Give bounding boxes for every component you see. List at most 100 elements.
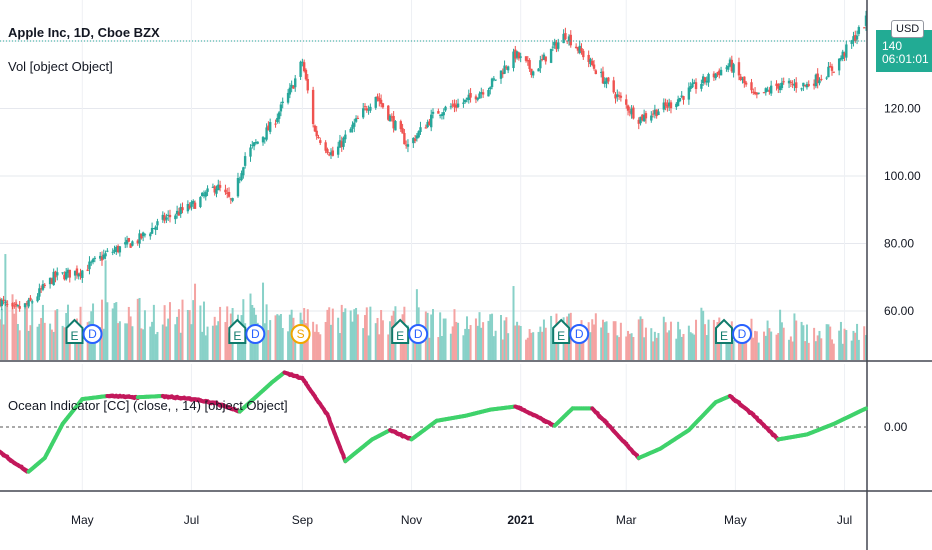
volume-bar <box>807 342 810 360</box>
volume-bar <box>856 323 859 360</box>
candle-body <box>718 70 721 76</box>
candle-body <box>789 81 793 83</box>
candle <box>777 83 780 94</box>
candle <box>90 260 93 266</box>
candle-body <box>68 269 71 278</box>
candle-body <box>113 249 116 252</box>
volume-bar <box>202 301 205 360</box>
candle <box>494 79 497 81</box>
candle-body <box>251 144 254 146</box>
candle <box>215 185 218 198</box>
candle <box>430 109 433 132</box>
candle <box>467 89 470 104</box>
candle-body <box>340 141 343 148</box>
volume-bar <box>168 302 171 360</box>
candle-body <box>106 250 109 252</box>
candle <box>156 218 159 230</box>
candle <box>456 98 460 109</box>
candle <box>336 141 340 158</box>
candle <box>628 106 632 117</box>
candle <box>163 212 166 224</box>
candle-body <box>0 299 3 307</box>
volume-bar <box>605 321 608 360</box>
candle-body <box>204 192 207 197</box>
candle <box>240 170 243 182</box>
candle-body <box>140 233 143 239</box>
candle-body <box>691 83 694 88</box>
candle <box>753 87 757 96</box>
volume-bar <box>857 339 860 360</box>
countdown-value: 06:01:01 <box>882 52 929 66</box>
candle <box>61 272 64 275</box>
volume-bar <box>328 307 331 360</box>
volume-bar <box>678 329 681 360</box>
candle <box>299 60 302 80</box>
candle <box>324 140 327 154</box>
candle-body <box>814 74 818 87</box>
volume-bar <box>705 335 708 360</box>
candle <box>744 80 748 87</box>
candle-body <box>376 96 379 99</box>
volume-bar <box>204 335 207 360</box>
candle-body <box>755 92 759 95</box>
volume-bar <box>832 343 835 360</box>
volume-bar <box>428 337 431 360</box>
candle-body <box>682 96 685 100</box>
candle-body <box>268 122 272 132</box>
candle-body <box>492 78 496 80</box>
volume-bar <box>224 322 227 360</box>
candle-body <box>428 121 431 125</box>
volume-bar <box>643 337 646 360</box>
volume-bar <box>464 328 467 360</box>
candle-body <box>855 35 859 40</box>
time-tick-label: Sep <box>292 513 314 527</box>
candle <box>387 105 390 122</box>
candle-body <box>91 259 95 263</box>
candle <box>569 30 572 48</box>
candle-body <box>349 128 352 133</box>
candle <box>276 113 279 124</box>
time-tick-label: May <box>71 513 94 527</box>
currency-button[interactable]: USD <box>891 20 925 38</box>
candle-body <box>732 64 735 73</box>
candle-body <box>23 303 27 307</box>
candle <box>814 73 818 89</box>
candle <box>651 110 655 118</box>
candle <box>845 41 848 61</box>
candle-body <box>481 92 485 95</box>
candle <box>161 211 165 223</box>
candle <box>855 30 859 45</box>
volume-bar <box>312 321 315 360</box>
candle-body <box>374 96 377 108</box>
candle-body <box>743 76 746 84</box>
volume-bar <box>40 317 43 360</box>
candle <box>374 96 377 110</box>
volume-bar <box>0 319 1 360</box>
volume-bar <box>453 309 456 360</box>
candle <box>725 65 728 72</box>
candle <box>437 108 440 114</box>
volume-bar <box>13 313 16 360</box>
candle <box>701 73 705 86</box>
candle-body <box>181 207 184 211</box>
volume-bar <box>199 305 202 360</box>
candle <box>413 134 417 144</box>
volume-bar <box>56 309 59 360</box>
volume-legend: Vol [object Object] <box>8 59 113 74</box>
candle <box>365 105 368 113</box>
volume-bar <box>399 329 402 360</box>
candle-body <box>77 273 80 277</box>
candle-body <box>582 50 585 58</box>
volume-bar <box>365 307 368 360</box>
volume-bar <box>841 343 844 360</box>
candle-body <box>766 89 769 91</box>
volume-bar <box>805 324 808 360</box>
volume-bar <box>582 332 585 360</box>
candle-body <box>863 27 866 29</box>
candle <box>329 148 333 159</box>
candle <box>676 95 680 107</box>
volume-bar <box>737 338 740 360</box>
volume-bar <box>154 334 157 360</box>
